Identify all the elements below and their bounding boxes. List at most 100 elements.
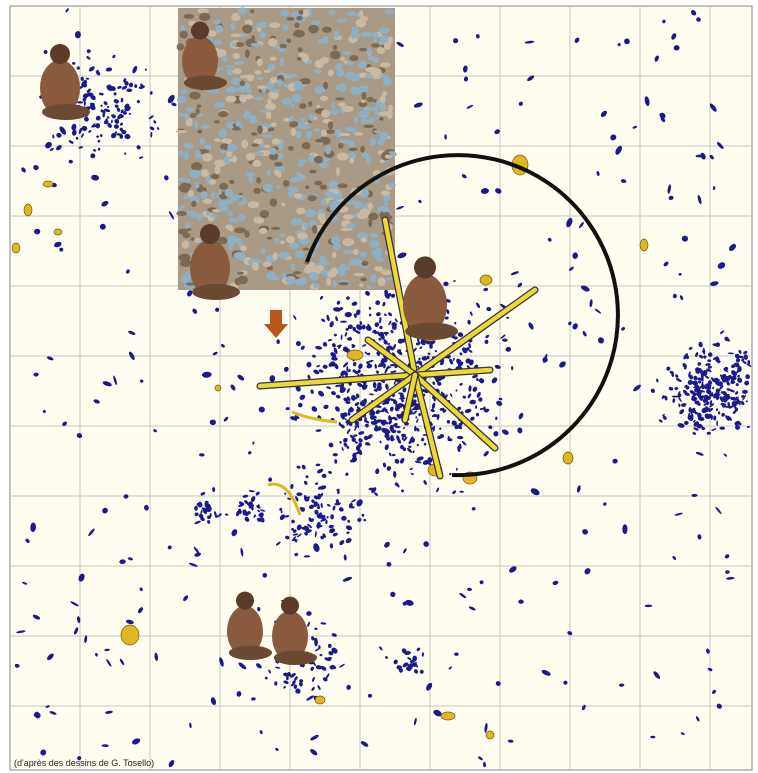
pebble [179,204,186,209]
pebble [224,199,233,205]
flint [527,75,535,82]
pebble [313,282,320,289]
pebble [196,104,202,109]
flint [306,695,315,701]
flint [136,100,141,104]
flint [461,174,467,179]
pole [412,367,493,378]
flint [349,336,352,340]
flint [727,402,730,407]
pebble [310,20,321,25]
flint [418,199,422,204]
flint [567,631,573,636]
flint [359,321,363,325]
flint [313,543,320,553]
pebble [244,230,250,238]
flint [658,419,663,423]
flint [418,357,421,361]
flint [154,652,159,661]
flint [746,363,752,367]
flint [297,402,303,408]
flint [341,370,345,375]
flint [469,399,477,405]
flint [336,300,341,305]
flint [447,435,450,442]
flint [343,362,349,368]
flint [702,370,708,377]
flint [339,540,345,546]
flint [690,10,697,16]
flint [346,366,349,372]
flint [326,503,331,507]
pebble [356,212,366,220]
pebble [225,86,238,94]
pebble [349,55,359,61]
pebble [249,119,259,124]
flint [355,393,360,399]
flint [717,411,721,415]
flint [106,659,112,667]
flint [702,395,706,399]
flint [238,662,247,670]
pebble [379,94,386,104]
flint [446,309,450,315]
flint [711,428,717,431]
flint [710,281,719,286]
flint [382,402,387,405]
flint [311,636,315,641]
pebble [326,277,332,286]
flint [410,472,414,476]
flint [432,425,436,432]
flint [285,407,290,411]
flint [696,17,701,22]
flint [364,384,368,389]
flint [299,681,303,687]
flint [622,524,628,535]
flint [459,490,464,493]
pebble [317,38,329,44]
flint [416,337,420,343]
flint [351,499,357,503]
flint [304,531,308,536]
flint [391,429,397,434]
flint [374,426,379,432]
flint [719,396,724,402]
flint [483,761,487,768]
flint [493,430,499,437]
flint [712,186,716,191]
pebble [227,143,236,153]
flint [56,145,62,151]
pebble [221,55,228,62]
flint [524,40,535,44]
pebble [219,130,226,138]
flint [248,490,255,493]
flint [257,606,261,612]
figure-body [227,606,263,657]
flint [204,503,211,507]
flint [194,520,201,525]
flint [707,352,713,357]
pebble [308,271,319,281]
flint [678,403,681,408]
flint [366,363,373,369]
flint [743,350,748,355]
flint [724,405,731,408]
bone [562,451,574,465]
flint [124,107,131,112]
flint [701,407,708,414]
flint [684,420,689,426]
flint [316,364,320,368]
flint [453,280,456,282]
flint [132,738,141,745]
flint [86,49,91,54]
flint [407,447,413,453]
flint [123,78,127,83]
pebble [235,120,241,127]
flint [238,501,245,506]
flint [136,145,141,150]
flint [426,355,430,360]
flint [600,110,607,117]
flint [610,134,617,141]
flint [347,519,350,523]
pebble [242,198,248,204]
